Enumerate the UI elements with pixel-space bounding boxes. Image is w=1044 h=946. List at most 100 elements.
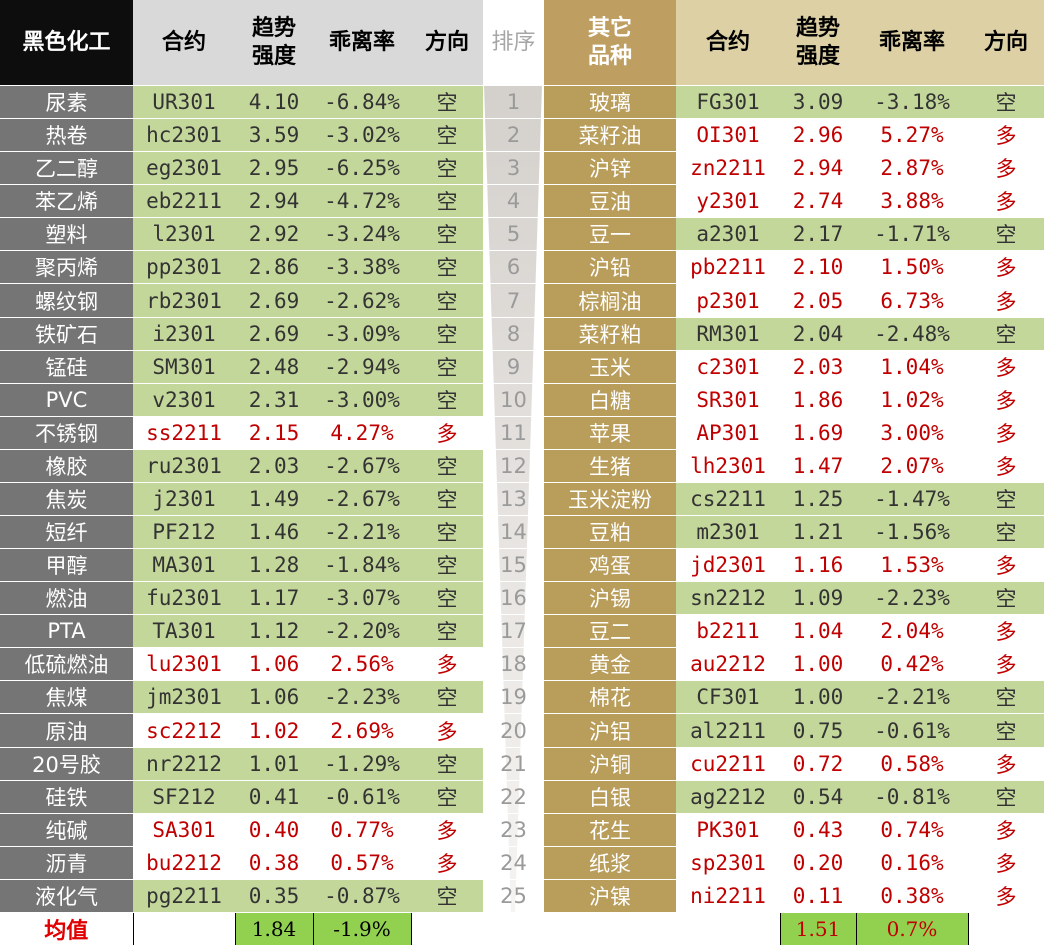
right-direction: 多: [968, 879, 1044, 914]
left-direction: 空: [411, 548, 483, 583]
left-direction: 空: [411, 879, 483, 914]
left-variety-name: 20号胶: [0, 747, 133, 781]
left-direction: 空: [411, 614, 483, 649]
header-trend-strength-right: 趋势强度: [780, 0, 856, 86]
right-deviation: 3.00%: [856, 416, 968, 450]
left-contract-code: j2301: [133, 482, 235, 517]
right-trend-strength: 1.47: [780, 449, 856, 483]
left-direction: 空: [411, 184, 483, 219]
left-trend-strength: 2.15: [235, 416, 313, 450]
table-row: 螺纹钢 rb2301 2.69 -2.62% 空 7 棕榈油 p2301 2.05 6.73% 多: [0, 283, 1044, 318]
left-variety-name: 锰硅: [0, 350, 133, 384]
left-trend-strength: 3.59: [235, 118, 313, 153]
left-trend-strength: 2.69: [235, 283, 313, 318]
right-deviation: -2.21%: [856, 680, 968, 715]
left-contract-code: SA301: [133, 813, 235, 847]
left-variety-name: 螺纹钢: [0, 283, 133, 318]
right-deviation: -1.47%: [856, 482, 968, 517]
rank-number: 10: [483, 383, 544, 417]
left-deviation: 2.69%: [313, 713, 411, 748]
average-right-strength: 1.51: [779, 912, 857, 946]
right-direction: 多: [968, 449, 1044, 483]
right-contract-code: cu2211: [676, 747, 780, 781]
right-deviation: -0.61%: [856, 713, 968, 748]
right-contract-code: ni2211: [676, 879, 780, 914]
right-contract-code: ag2212: [676, 780, 780, 814]
right-deviation: 1.53%: [856, 548, 968, 583]
rank-number: 24: [483, 846, 544, 880]
right-trend-strength: 1.00: [780, 647, 856, 682]
table-row: 铁矿石 i2301 2.69 -3.09% 空 8 菜籽粕 RM301 2.04 -2.48% 空: [0, 317, 1044, 351]
left-variety-name: 燃油: [0, 581, 133, 616]
right-deviation: 0.74%: [856, 813, 968, 847]
rank-number: 18: [483, 647, 544, 682]
left-deviation: -1.84%: [313, 548, 411, 583]
right-direction: 多: [968, 184, 1044, 219]
table-row: 乙二醇 eg2301 2.95 -6.25% 空 3 沪锌 zn2211 2.94 2.87% 多: [0, 151, 1044, 186]
left-trend-strength: 2.69: [235, 317, 313, 351]
average-empty-cell: [133, 912, 235, 946]
right-contract-code: FG301: [676, 85, 780, 120]
right-deviation: -2.23%: [856, 581, 968, 616]
right-deviation: 0.42%: [856, 647, 968, 682]
right-trend-strength: 2.10: [780, 250, 856, 285]
table-row: PVC v2301 2.31 -3.00% 空 10 白糖 SR301 1.86 1.02% 多: [0, 383, 1044, 417]
right-contract-code: OI301: [676, 118, 780, 153]
right-direction: 空: [968, 713, 1044, 748]
left-deviation: -0.61%: [313, 780, 411, 814]
left-variety-name: 甲醇: [0, 548, 133, 583]
header-deviation-left: 乖离率: [313, 0, 411, 86]
right-variety-name: 沪镍: [544, 879, 676, 914]
rank-number: 4: [483, 184, 544, 219]
rank-number: 23: [483, 813, 544, 847]
right-trend-strength: 0.54: [780, 780, 856, 814]
right-deviation: 0.16%: [856, 846, 968, 880]
rank-number: 14: [483, 515, 544, 550]
left-variety-name: 不锈钢: [0, 416, 133, 450]
right-contract-code: RM301: [676, 317, 780, 351]
right-variety-name: 花生: [544, 813, 676, 847]
left-variety-name: PVC: [0, 383, 133, 417]
left-contract-code: fu2301: [133, 581, 235, 616]
rank-number: 7: [483, 283, 544, 318]
left-deviation: -2.62%: [313, 283, 411, 318]
header-other-varieties: 其它品种: [544, 0, 676, 86]
right-contract-code: c2301: [676, 350, 780, 384]
table-row: 苯乙烯 eb2211 2.94 -4.72% 空 4 豆油 y2301 2.74 3.88% 多: [0, 184, 1044, 219]
left-direction: 空: [411, 449, 483, 483]
left-variety-name: 苯乙烯: [0, 184, 133, 219]
right-deviation: -2.48%: [856, 317, 968, 351]
right-trend-strength: 1.16: [780, 548, 856, 583]
rank-number: 13: [483, 482, 544, 517]
right-direction: 空: [968, 85, 1044, 120]
left-direction: 多: [411, 813, 483, 847]
right-variety-name: 玉米淀粉: [544, 482, 676, 517]
table-row: 低硫燃油 lu2301 1.06 2.56% 多 18 黄金 au2212 1.00 0.42% 多: [0, 647, 1044, 682]
left-deviation: -2.67%: [313, 449, 411, 483]
right-direction: 多: [968, 813, 1044, 847]
rank-number: 22: [483, 780, 544, 814]
right-direction: 多: [968, 250, 1044, 285]
header-direction-left: 方向: [411, 0, 483, 86]
table-row: 甲醇 MA301 1.28 -1.84% 空 15 鸡蛋 jd2301 1.16 1.53% 多: [0, 548, 1044, 583]
right-deviation: -0.81%: [856, 780, 968, 814]
right-direction: 多: [968, 846, 1044, 880]
right-direction: 空: [968, 680, 1044, 715]
right-direction: 多: [968, 283, 1044, 318]
header-black-sector: 黑色化工: [0, 0, 133, 86]
left-trend-strength: 1.49: [235, 482, 313, 517]
left-contract-code: eg2301: [133, 151, 235, 186]
right-trend-strength: 1.04: [780, 614, 856, 649]
right-deviation: 1.02%: [856, 383, 968, 417]
right-deviation: 1.50%: [856, 250, 968, 285]
right-variety-name: 菜籽粕: [544, 317, 676, 351]
left-direction: 空: [411, 780, 483, 814]
right-trend-strength: 2.17: [780, 217, 856, 252]
right-contract-code: pb2211: [676, 250, 780, 285]
table-row: 硅铁 SF212 0.41 -0.61% 空 22 白银 ag2212 0.54 -0.81% 空: [0, 780, 1044, 814]
left-trend-strength: 1.17: [235, 581, 313, 616]
left-contract-code: hc2301: [133, 118, 235, 153]
left-trend-strength: 2.86: [235, 250, 313, 285]
left-direction: 空: [411, 383, 483, 417]
left-direction: 空: [411, 250, 483, 285]
